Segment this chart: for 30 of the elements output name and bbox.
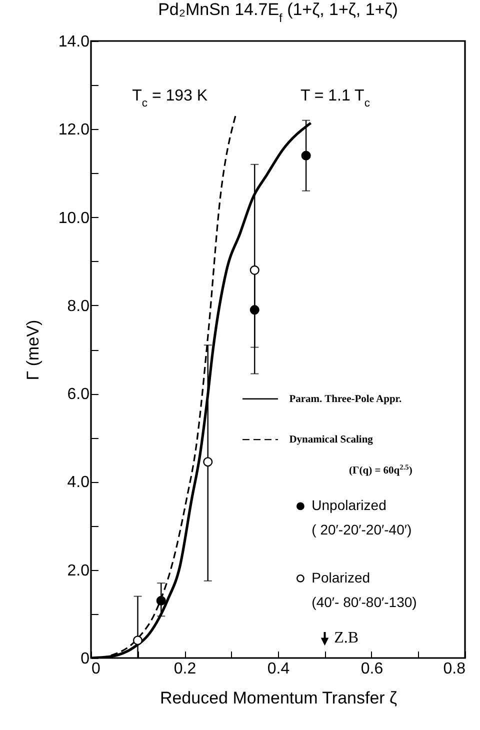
annotation: (Γ(q) = 60q$^{2.5}$) bbox=[349, 462, 413, 476]
legend-label: Unpolarized bbox=[312, 497, 386, 514]
point bbox=[203, 457, 213, 467]
point bbox=[132, 636, 143, 646]
y-tick-label: 8.0 bbox=[67, 298, 90, 315]
legend-label: Dynamical Scaling bbox=[289, 434, 374, 446]
annotation: ( 20′-20′-20′-40′) bbox=[312, 521, 412, 538]
y-tick-label: 10.0 bbox=[58, 210, 90, 227]
point bbox=[250, 265, 260, 275]
point bbox=[301, 150, 311, 160]
y-tick-label: 12.0 bbox=[58, 122, 90, 139]
chart-title: Pd₂MnSn 14.7E$_{f}$ (1+ζ, 1+ζ, 1+ζ) bbox=[158, 0, 398, 25]
x-tick-label: 0 bbox=[92, 660, 100, 678]
x-axis-title: Reduced Momentum Transfer ζ bbox=[160, 688, 398, 708]
y-tick-label: 6.0 bbox=[67, 386, 90, 404]
x-tick-label: 0.4 bbox=[267, 660, 290, 678]
x-tick-label: 0.6 bbox=[360, 660, 384, 678]
y-tick-label: 14.0 bbox=[58, 34, 90, 50]
y-axis-title: Γ (meV) bbox=[23, 320, 42, 380]
annotation: Z.B bbox=[334, 630, 359, 647]
annotation: (40′- 80′-80′-130) bbox=[312, 594, 417, 610]
annotation: T = 1.1 T$_{c}$ bbox=[300, 87, 370, 110]
legend-label: Polarized bbox=[312, 569, 370, 586]
x-tick-label: 0.2 bbox=[174, 660, 196, 678]
legend-label: Param. Three-Pole Appr. bbox=[289, 394, 402, 405]
x-tick-label: 0.8 bbox=[443, 660, 466, 678]
annotation: T$_{c}$ = 193 K bbox=[132, 87, 208, 110]
point bbox=[156, 596, 166, 606]
y-tick-label: 4.0 bbox=[67, 474, 90, 492]
y-tick-label: 2.0 bbox=[67, 562, 90, 580]
